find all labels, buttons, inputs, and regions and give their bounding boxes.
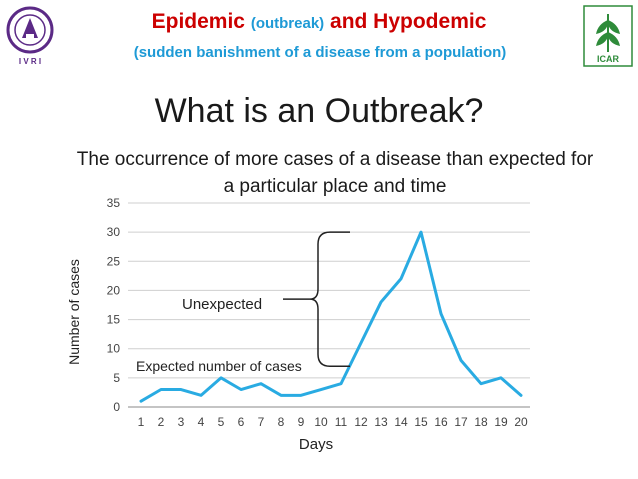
icar-caption: ICAR [597, 54, 619, 64]
x-axis-label: Days [299, 436, 333, 453]
x-tick-label: 2 [158, 415, 165, 429]
y-tick-label: 25 [107, 254, 121, 268]
title-paren: (outbreak) [250, 15, 325, 32]
slide-subtitle: (sudden banishment of a disease from a p… [133, 44, 507, 61]
x-tick-label: 18 [474, 415, 488, 429]
y-tick-label: 35 [107, 196, 121, 210]
x-tick-label: 19 [494, 415, 508, 429]
expected-label: Expected number of cases [136, 358, 302, 374]
x-tick-label: 12 [354, 415, 368, 429]
y-tick-label: 0 [113, 400, 120, 414]
x-tick-label: 11 [335, 415, 348, 429]
y-tick-label: 30 [107, 225, 121, 239]
x-tick-label: 16 [434, 415, 448, 429]
series-line [139, 230, 523, 403]
icar-wheat-logo-icon: ICAR [583, 5, 633, 67]
x-tick-label: 1 [138, 415, 145, 429]
x-tick-label: 4 [198, 415, 205, 429]
x-tick-label: 20 [514, 415, 528, 429]
y-tick-label: 5 [113, 371, 120, 385]
y-tick-label: 15 [107, 313, 121, 327]
x-tick-label: 8 [278, 415, 285, 429]
x-tick-label: 5 [218, 415, 225, 429]
x-tick-label: 13 [374, 415, 388, 429]
outbreak-definition: The occurrence of more cases of a diseas… [76, 149, 594, 197]
outbreak-heading: What is an Outbreak? [154, 92, 484, 130]
title-main: Epidemic [151, 10, 245, 33]
x-tick-label: 10 [314, 415, 328, 429]
x-tick-label: 3 [178, 415, 185, 429]
y-tick-label: 20 [107, 283, 121, 297]
x-tick-label: 14 [394, 415, 408, 429]
ivri-emblem-icon: I V R I [6, 6, 54, 66]
title-tail: and Hypodemic [330, 10, 487, 33]
x-tick-label: 7 [258, 415, 265, 429]
x-tick-label: 15 [414, 415, 428, 429]
x-tick-label: 17 [454, 415, 468, 429]
x-tick-label: 9 [298, 415, 305, 429]
slide-title: Epidemic (outbreak) and Hypodemic [0, 10, 638, 34]
y-axis-label: Number of cases [66, 259, 82, 365]
x-tick-label: 6 [238, 415, 245, 429]
y-tick-label: 10 [107, 342, 121, 356]
ivri-caption: I V R I [19, 57, 41, 66]
brace-annotation [309, 231, 350, 367]
unexpected-label: Unexpected [182, 296, 262, 313]
